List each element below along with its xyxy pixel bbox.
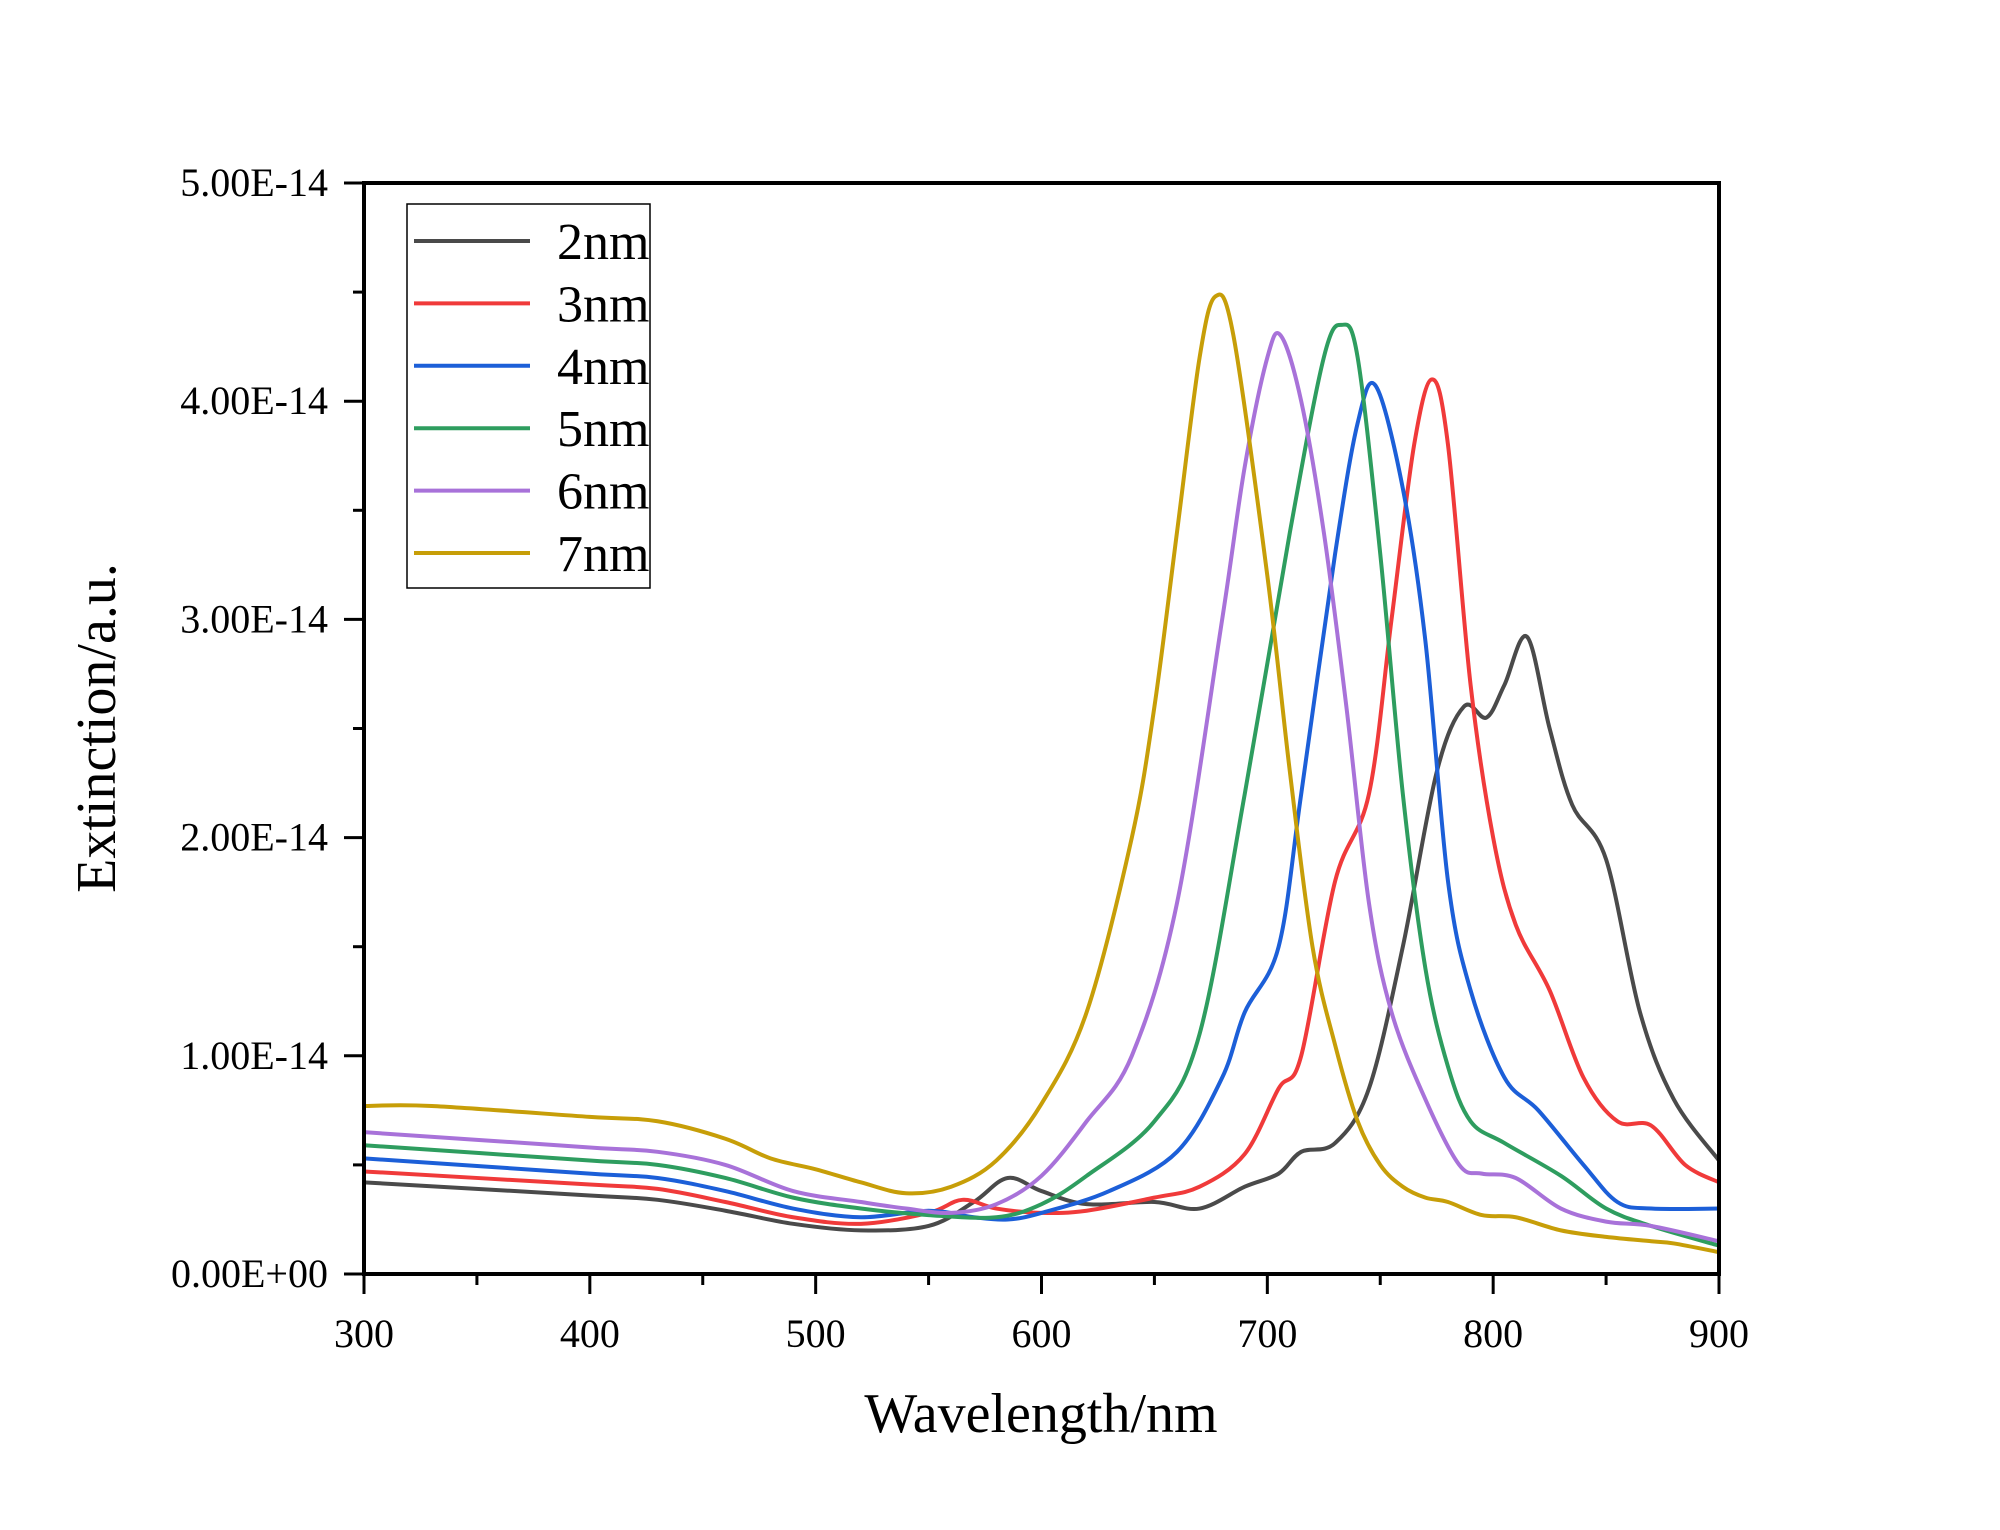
legend-label: 7nm — [557, 526, 649, 583]
y-tick-label: 3.00E-14 — [180, 596, 328, 641]
y-tick-label: 0.00E+00 — [171, 1251, 328, 1296]
series-line-7nm — [363, 292, 1720, 1255]
legend-box — [406, 203, 651, 589]
series-line-4nm — [363, 381, 1720, 1222]
x-tick-label: 500 — [786, 1311, 846, 1356]
series-line-6nm — [363, 331, 1720, 1244]
x-tick-label: 800 — [1463, 1311, 1523, 1356]
legend-label: 2nm — [557, 214, 649, 271]
y-tick-label: 5.00E-14 — [180, 160, 328, 205]
x-tick-label: 600 — [1012, 1311, 1072, 1356]
x-tick-label: 400 — [560, 1311, 620, 1356]
series-line-3nm — [363, 377, 1720, 1226]
series-line-2nm — [363, 634, 1721, 1233]
y-axis-title: Extinction/a.u. — [66, 563, 128, 893]
y-axis-ticks: 0.00E+00 1.00E-14 2.00E-14 3.00E-14 4.00E-14… — [171, 160, 364, 1296]
series-lines — [363, 292, 1721, 1255]
legend-label: 4nm — [557, 339, 649, 396]
y-tick-label: 2.00E-14 — [180, 815, 328, 860]
x-axis-ticks: 300 400 500 600 700 800 900 — [334, 1274, 1749, 1356]
x-axis-title: Wavelength/nm — [864, 1383, 1217, 1445]
y-tick-label: 4.00E-14 — [180, 378, 328, 423]
series-line-5nm — [363, 322, 1720, 1248]
legend-label: 3nm — [557, 276, 649, 333]
x-tick-label: 300 — [334, 1311, 394, 1356]
x-tick-label: 700 — [1237, 1311, 1297, 1356]
legend-label: 6nm — [557, 464, 649, 521]
x-tick-label: 900 — [1689, 1311, 1749, 1356]
legend-label: 5nm — [557, 401, 649, 458]
y-tick-label: 1.00E-14 — [180, 1033, 328, 1078]
